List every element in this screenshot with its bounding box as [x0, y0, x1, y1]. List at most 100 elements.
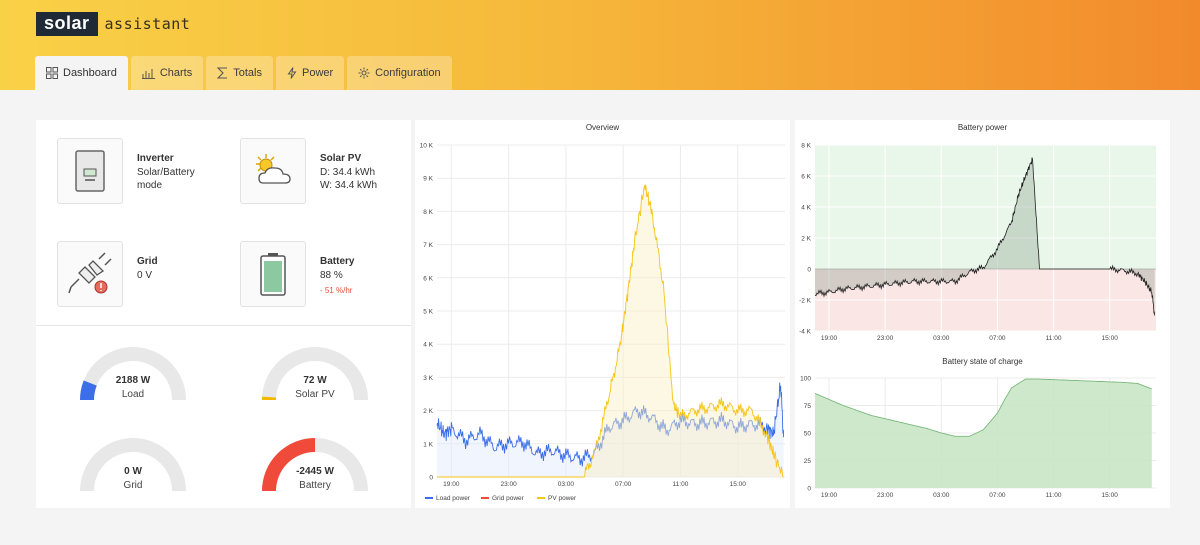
- bar-chart-icon: [141, 69, 155, 79]
- battery-panel: Battery power -4 K -2 K 0 2 K 4 K 6 K 8 K 19:00…: [795, 120, 1170, 508]
- gauge-load: 2188 W Load: [78, 345, 188, 405]
- bolt-icon: [287, 67, 297, 79]
- y-tick-label: 0: [807, 486, 811, 493]
- tab-label: Configuration: [375, 67, 441, 79]
- x-tick-label: 11:00: [1046, 335, 1062, 342]
- status-panel: Inverter Solar/Battery mode Solar PV D: …: [36, 120, 411, 508]
- x-tick-label: 23:00: [500, 481, 517, 488]
- battery-rate: - 51 %/hr: [320, 286, 353, 295]
- y-tick-label: 6 K: [423, 275, 433, 282]
- legend-swatch: [537, 497, 545, 499]
- y-tick-label: 25: [804, 458, 812, 465]
- gauge-grid-value: 0 W: [124, 466, 142, 477]
- x-tick-label: 03:00: [558, 481, 575, 488]
- legend-label[interactable]: PV power: [548, 495, 577, 502]
- series-area: [815, 379, 1152, 488]
- series-area: [437, 184, 784, 477]
- y-tick-label: 9 K: [423, 176, 433, 183]
- gauge-solar-value: 72 W: [303, 375, 327, 386]
- y-tick-label: -4 K: [799, 329, 812, 336]
- header-bar: solar assistant Dashboard Charts Totals …: [0, 0, 1200, 90]
- gauge-battery-value: -2445 W: [296, 466, 334, 477]
- x-tick-label: 15:00: [1102, 492, 1119, 499]
- y-tick-label: 6 K: [801, 174, 811, 181]
- y-tick-label: 8 K: [801, 143, 811, 150]
- legend-swatch: [481, 497, 489, 499]
- tab-label: Totals: [233, 67, 262, 79]
- gauge-solar: 72 W Solar PV: [260, 345, 370, 405]
- tab-charts[interactable]: Charts: [130, 56, 204, 90]
- tab-dashboard[interactable]: Dashboard: [35, 56, 128, 90]
- overview-panel: Overview 0 1 K 2 K 3 K 4 K 5 K 6 K 7 K 8 K 9 K 10 …: [415, 120, 790, 508]
- legend-swatch: [425, 497, 433, 499]
- gauge-load-label: Load: [121, 389, 145, 400]
- battery-soc-chart[interactable]: 0 25 50 75 100 19:00 23:00 03:00 07:00 11:00 15:00: [795, 356, 1170, 506]
- sigma-icon: [217, 67, 228, 79]
- y-tick-label: 10 K: [420, 143, 434, 150]
- y-tick-label: 2 K: [801, 236, 811, 243]
- overview-chart[interactable]: 0 1 K 2 K 3 K 4 K 5 K 6 K 7 K 8 K 9 K 10 K 19:00 23:…: [415, 120, 790, 508]
- inverter-mode-2: mode: [137, 180, 163, 191]
- y-tick-label: -2 K: [799, 298, 812, 305]
- grid-title: Grid: [137, 256, 158, 267]
- inverter-icon: [57, 138, 123, 204]
- tab-totals[interactable]: Totals: [206, 56, 273, 90]
- overview-title: Overview: [585, 123, 620, 132]
- y-tick-label: 1 K: [423, 441, 433, 448]
- x-tick-label: 19:00: [821, 492, 838, 499]
- x-tick-label: 15:00: [1102, 335, 1119, 342]
- gauge-track: [80, 347, 186, 401]
- legend-label[interactable]: Grid power: [492, 495, 525, 502]
- logo-mark: solar: [36, 12, 98, 36]
- logo-text: assistant: [104, 15, 191, 33]
- legend-label[interactable]: Load power: [436, 495, 471, 502]
- gauge-fill: [80, 380, 97, 401]
- x-tick-label: 03:00: [933, 335, 950, 342]
- x-tick-label: 11:00: [673, 481, 689, 488]
- x-tick-label: 23:00: [877, 492, 894, 499]
- tab-power[interactable]: Power: [275, 56, 345, 90]
- gauge-fill: [262, 438, 316, 492]
- series-line: [437, 184, 784, 478]
- solar-title: Solar PV: [320, 153, 362, 164]
- battery-soc: 88 %: [320, 270, 343, 281]
- y-tick-label: 3 K: [423, 375, 433, 382]
- y-tick-label: 5 K: [423, 309, 433, 316]
- panel-divider: [36, 325, 411, 326]
- y-tick-label: 0: [429, 475, 433, 482]
- inverter-tile[interactable]: Inverter Solar/Battery mode: [57, 138, 195, 204]
- x-tick-label: 03:00: [933, 492, 950, 499]
- sun-cloud-icon: [240, 138, 306, 204]
- series-line: [436, 382, 785, 467]
- solar-week-energy: W: 34.4 kWh: [320, 180, 378, 191]
- grid-tile[interactable]: Grid 0 V: [57, 241, 158, 307]
- gauge-track: [262, 347, 368, 401]
- y-tick-label: 75: [804, 403, 812, 410]
- grid-voltage: 0 V: [137, 270, 153, 281]
- y-tick-label: 7 K: [423, 242, 433, 249]
- tab-label: Charts: [159, 67, 193, 79]
- series-area: [437, 382, 784, 477]
- gauge-battery: -2445 W Battery: [260, 436, 370, 496]
- x-tick-label: 19:00: [443, 481, 460, 488]
- y-tick-label: 4 K: [423, 342, 433, 349]
- grid-icon: [46, 67, 58, 79]
- battery-tile[interactable]: Battery 88 % - 51 %/hr: [240, 241, 354, 307]
- battery-power-chart[interactable]: -4 K -2 K 0 2 K 4 K 6 K 8 K 19:00 23:00 03:00 07:0…: [795, 120, 1170, 350]
- app-logo[interactable]: solar assistant: [36, 12, 190, 36]
- tab-configuration[interactable]: Configuration: [347, 56, 452, 90]
- x-tick-label: 11:00: [1046, 492, 1062, 499]
- series-line: [814, 157, 1155, 316]
- gauge-track: [80, 438, 186, 492]
- solar-day-energy: D: 34.4 kWh: [320, 167, 376, 178]
- y-tick-label: 50: [804, 431, 812, 438]
- gauge-solar-label: Solar PV: [295, 389, 335, 400]
- gear-icon: [358, 67, 370, 79]
- gauge-grid-label: Grid: [123, 480, 143, 491]
- x-tick-label: 19:00: [821, 335, 838, 342]
- gauge-battery-label: Battery: [299, 480, 331, 491]
- y-tick-label: 0: [807, 267, 811, 274]
- battery-power-title: Battery power: [957, 123, 1008, 132]
- solar-tile[interactable]: Solar PV D: 34.4 kWh W: 34.4 kWh: [240, 138, 377, 204]
- battery-soc-title: Battery state of charge: [942, 357, 1023, 366]
